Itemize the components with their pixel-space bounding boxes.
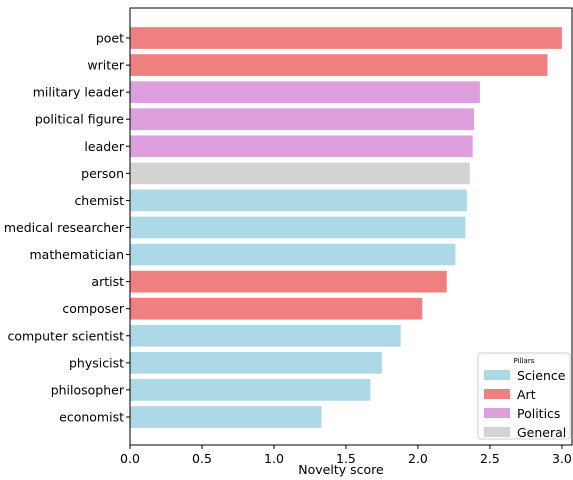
y-tick-label: medical researcher (4, 220, 125, 235)
x-tick-label: 1.5 (336, 451, 356, 466)
bar-medical-researcher (130, 216, 466, 239)
bar-physicist (130, 351, 382, 374)
axes-frame (129, 7, 573, 446)
y-axis-ticks: poet writer military leader political figur… (4, 31, 130, 424)
bar-mathematician (130, 243, 456, 266)
legend: Pillars Science Art Politics General (477, 352, 571, 440)
y-tick-label: leader (84, 139, 124, 154)
x-tick-label: 0.0 (120, 451, 140, 466)
bar-chemist (130, 189, 467, 212)
y-tick-label: composer (62, 301, 124, 316)
y-tick-label: artist (91, 274, 124, 289)
y-tick-label: computer scientist (7, 328, 124, 343)
x-axis-ticks: 0.0 0.5 1.0 1.5 2.0 2.5 3.0 (120, 445, 572, 466)
x-tick-label: 0.5 (192, 451, 212, 466)
y-tick-label: poet (96, 31, 124, 46)
y-tick-label: mathematician (30, 247, 125, 262)
bar-poet (130, 27, 562, 49)
legend-swatch-general (484, 427, 510, 437)
x-tick-label: 2.5 (480, 451, 500, 466)
bar-economist (130, 406, 322, 428)
bar-artist (130, 270, 447, 293)
y-tick-label: physicist (69, 355, 124, 370)
bar-person (130, 162, 470, 185)
y-tick-label: philosopher (51, 382, 125, 397)
legend-swatch-science (484, 370, 510, 380)
y-tick-label: economist (59, 409, 124, 424)
bar-computer-scientist (130, 324, 401, 347)
x-axis-label: Novelty score (298, 462, 384, 477)
legend-swatch-art (484, 389, 510, 399)
bar-philosopher (130, 379, 371, 401)
y-tick-label: political figure (35, 112, 124, 127)
bars-layer (130, 27, 562, 428)
legend-label-general: General (517, 425, 566, 440)
legend-label-science: Science (517, 368, 566, 383)
x-tick-label: 1.0 (264, 451, 284, 466)
bar-writer (130, 54, 548, 76)
bar-political-figure (130, 108, 475, 131)
legend-title: Pillars (514, 357, 535, 365)
y-tick-label: person (81, 166, 124, 181)
legend-label-politics: Politics (517, 406, 560, 421)
x-tick-label: 3.0 (552, 451, 572, 466)
y-tick-label: chemist (74, 193, 124, 208)
bar-military-leader (130, 81, 480, 103)
bar-composer (130, 297, 423, 320)
y-tick-label: military leader (33, 85, 125, 100)
bar-leader (130, 135, 473, 158)
x-tick-label: 2.0 (408, 451, 428, 466)
y-tick-label: writer (87, 58, 124, 73)
plot-frame (129, 7, 573, 446)
legend-swatch-politics (484, 408, 510, 418)
legend-label-art: Art (517, 387, 536, 402)
